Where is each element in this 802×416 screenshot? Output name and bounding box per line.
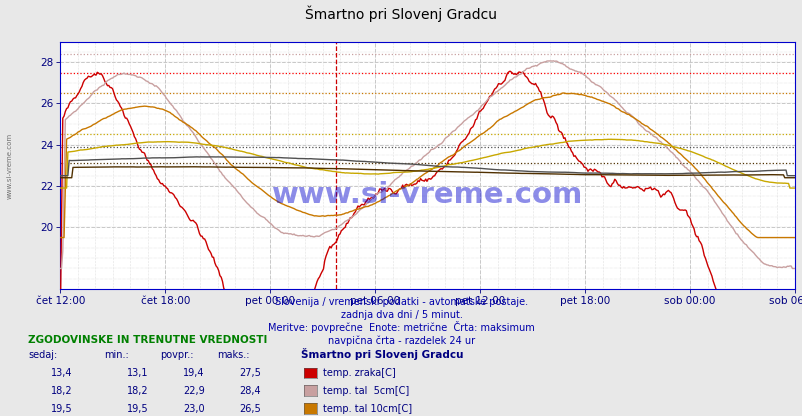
Text: www.si-vreme.com: www.si-vreme.com	[272, 181, 582, 209]
Text: 13,4: 13,4	[51, 368, 72, 378]
Text: 26,5: 26,5	[239, 404, 261, 414]
Text: www.si-vreme.com: www.si-vreme.com	[6, 134, 13, 199]
Text: Slovenija / vremenski podatki - avtomatske postaje.: Slovenija / vremenski podatki - avtomats…	[274, 297, 528, 307]
Text: Meritve: povprečne  Enote: metrične  Črta: maksimum: Meritve: povprečne Enote: metrične Črta:…	[268, 321, 534, 333]
Text: Šmartno pri Slovenj Gradcu: Šmartno pri Slovenj Gradcu	[305, 5, 497, 22]
Text: povpr.:: povpr.:	[160, 350, 194, 360]
Text: temp. zraka[C]: temp. zraka[C]	[322, 368, 395, 378]
Text: 19,5: 19,5	[127, 404, 148, 414]
Text: 27,5: 27,5	[239, 368, 261, 378]
Text: zadnja dva dni / 5 minut.: zadnja dva dni / 5 minut.	[340, 310, 462, 320]
Text: 23,0: 23,0	[183, 404, 205, 414]
Text: 18,2: 18,2	[127, 386, 148, 396]
Text: maks.:: maks.:	[217, 350, 249, 360]
Text: 22,9: 22,9	[183, 386, 205, 396]
Text: temp. tal 10cm[C]: temp. tal 10cm[C]	[322, 404, 411, 414]
Text: navpična črta - razdelek 24 ur: navpična črta - razdelek 24 ur	[327, 336, 475, 347]
Text: sedaj:: sedaj:	[28, 350, 57, 360]
Text: 28,4: 28,4	[239, 386, 261, 396]
Text: min.:: min.:	[104, 350, 129, 360]
Text: 19,4: 19,4	[183, 368, 205, 378]
Text: temp. tal  5cm[C]: temp. tal 5cm[C]	[322, 386, 408, 396]
Text: 13,1: 13,1	[127, 368, 148, 378]
Text: 18,2: 18,2	[51, 386, 72, 396]
Text: 19,5: 19,5	[51, 404, 72, 414]
Text: Šmartno pri Slovenj Gradcu: Šmartno pri Slovenj Gradcu	[301, 349, 463, 360]
Text: ZGODOVINSKE IN TRENUTNE VREDNOSTI: ZGODOVINSKE IN TRENUTNE VREDNOSTI	[28, 335, 267, 345]
